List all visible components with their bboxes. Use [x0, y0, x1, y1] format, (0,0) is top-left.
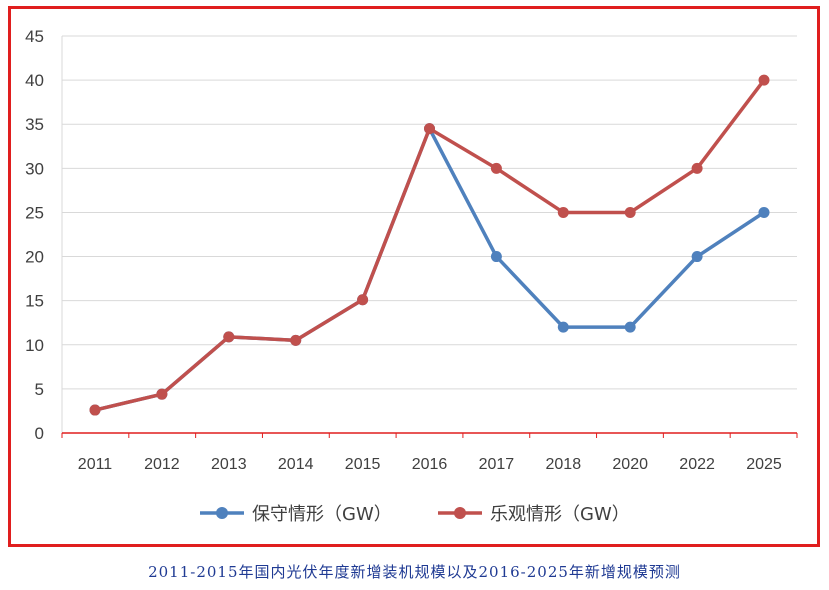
y-tick-label: 0	[35, 424, 44, 443]
data-point	[758, 206, 770, 218]
data-point	[424, 123, 435, 135]
x-tick-label: 2015	[345, 456, 381, 473]
y-tick-label: 15	[25, 292, 44, 311]
x-tick-label: 2011	[78, 456, 113, 473]
data-point	[624, 321, 636, 333]
y-tick-label: 30	[25, 159, 44, 178]
x-tick-label: 2016	[412, 456, 448, 473]
x-tick-label: 2025	[746, 456, 782, 473]
legend-swatch-marker	[216, 507, 228, 519]
y-tick-label: 45	[25, 27, 44, 46]
data-point	[156, 388, 168, 400]
y-tick-label: 5	[35, 380, 44, 399]
chart-frame	[8, 6, 820, 547]
x-tick-label: 2014	[278, 456, 314, 473]
data-point	[357, 294, 369, 306]
data-point	[223, 331, 235, 343]
y-tick-label: 25	[25, 203, 44, 222]
data-point	[290, 334, 302, 346]
x-tick-label: 2017	[479, 456, 515, 473]
x-tick-label: 2020	[612, 456, 648, 473]
data-point	[557, 206, 569, 218]
data-point	[624, 206, 636, 218]
y-tick-label: 40	[25, 71, 44, 90]
data-point	[557, 321, 569, 333]
y-tick-label: 10	[25, 336, 44, 355]
data-point	[691, 162, 703, 174]
legend-label: 保守情形（GW）	[252, 504, 392, 525]
x-tick-label: 2013	[211, 456, 247, 473]
data-point	[758, 74, 770, 86]
x-tick-label: 2018	[546, 456, 582, 473]
legend-swatch-marker	[454, 507, 466, 519]
y-tick-label: 35	[25, 115, 44, 134]
legend-label: 乐观情形（GW）	[490, 504, 630, 525]
x-tick-label: 2012	[144, 456, 180, 473]
series-line-0	[93, 126, 766, 412]
data-point	[691, 251, 703, 263]
data-point	[89, 404, 101, 416]
y-tick-label: 20	[25, 248, 44, 267]
chart-caption: 2011-2015年国内光伏年度新增装机规模以及2016-2025年新增规模预测	[148, 563, 681, 581]
x-tick-label: 2022	[679, 456, 715, 473]
data-point	[490, 251, 502, 263]
data-point	[490, 162, 502, 174]
